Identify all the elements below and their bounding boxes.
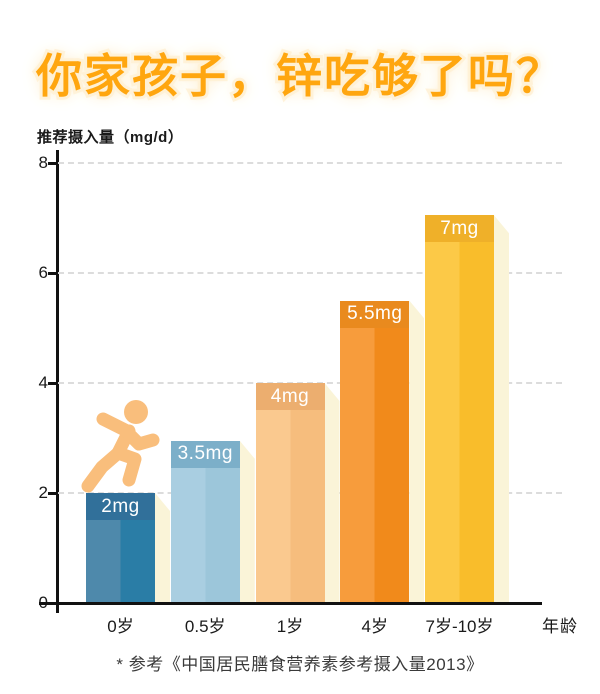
y-tick-label-6: 6 xyxy=(38,263,48,282)
x-axis-line xyxy=(39,602,542,605)
bar-cap-1岁: 4mg xyxy=(255,383,325,410)
bar-4岁: 5.5mg xyxy=(340,300,410,603)
y-tick-mark-8 xyxy=(48,162,57,165)
bar-value-label: 5.5mg xyxy=(347,303,403,324)
bar-cap-7岁-10岁: 7mg xyxy=(425,215,494,243)
bar-0岁: 2mg xyxy=(86,493,155,603)
bar-1岁: 4mg xyxy=(255,383,325,603)
bar-cap-0岁: 2mg xyxy=(86,493,155,520)
y-tick-mark-4 xyxy=(48,382,57,385)
y-axis-label: 推荐摄入量（mg/d） xyxy=(37,129,184,146)
gridline-6 xyxy=(58,272,562,274)
bar-value-label: 7mg xyxy=(440,217,479,239)
y-axis-line xyxy=(56,150,59,613)
bar-0.5岁: 3.5mg xyxy=(170,440,240,603)
x-tick-label-7岁-10岁: 7岁-10岁 xyxy=(425,617,494,636)
bar-cap-4岁: 5.5mg xyxy=(340,300,410,328)
x-tick-label-0.5岁: 0.5岁 xyxy=(184,617,226,636)
footnote: * 参考《中国居民膳食营养素参考摄入量2013》 xyxy=(116,655,484,674)
bar-shadow xyxy=(324,383,340,603)
bar-shadow xyxy=(494,215,509,603)
bar-7岁-10岁: 7mg xyxy=(425,215,494,603)
bar-value-label: 3.5mg xyxy=(177,443,233,465)
y-tick-label-2: 2 xyxy=(38,483,48,502)
x-axis-label: 年龄 xyxy=(542,617,578,636)
x-tick-label-1岁: 1岁 xyxy=(276,617,304,636)
x-tick-label-0岁: 0岁 xyxy=(107,617,134,636)
bar-value-label: 2mg xyxy=(101,495,140,517)
gridline-8 xyxy=(58,162,562,164)
y-tick-label-8: 8 xyxy=(38,153,48,172)
x-tick-label-4岁: 4岁 xyxy=(361,617,388,636)
running-child-icon xyxy=(81,400,160,493)
y-tick-label-4: 4 xyxy=(38,373,48,392)
bar-shadow xyxy=(409,300,425,603)
bar-shadow xyxy=(155,493,170,603)
bar-shadow xyxy=(239,440,255,603)
y-tick-mark-2 xyxy=(48,492,57,495)
bar-value-label: 4mg xyxy=(270,385,310,407)
page-title: 你家孩子，锌吃够了吗？ xyxy=(33,46,565,106)
y-tick-mark-6 xyxy=(48,272,57,275)
bar-cap-0.5岁: 3.5mg xyxy=(170,440,240,468)
